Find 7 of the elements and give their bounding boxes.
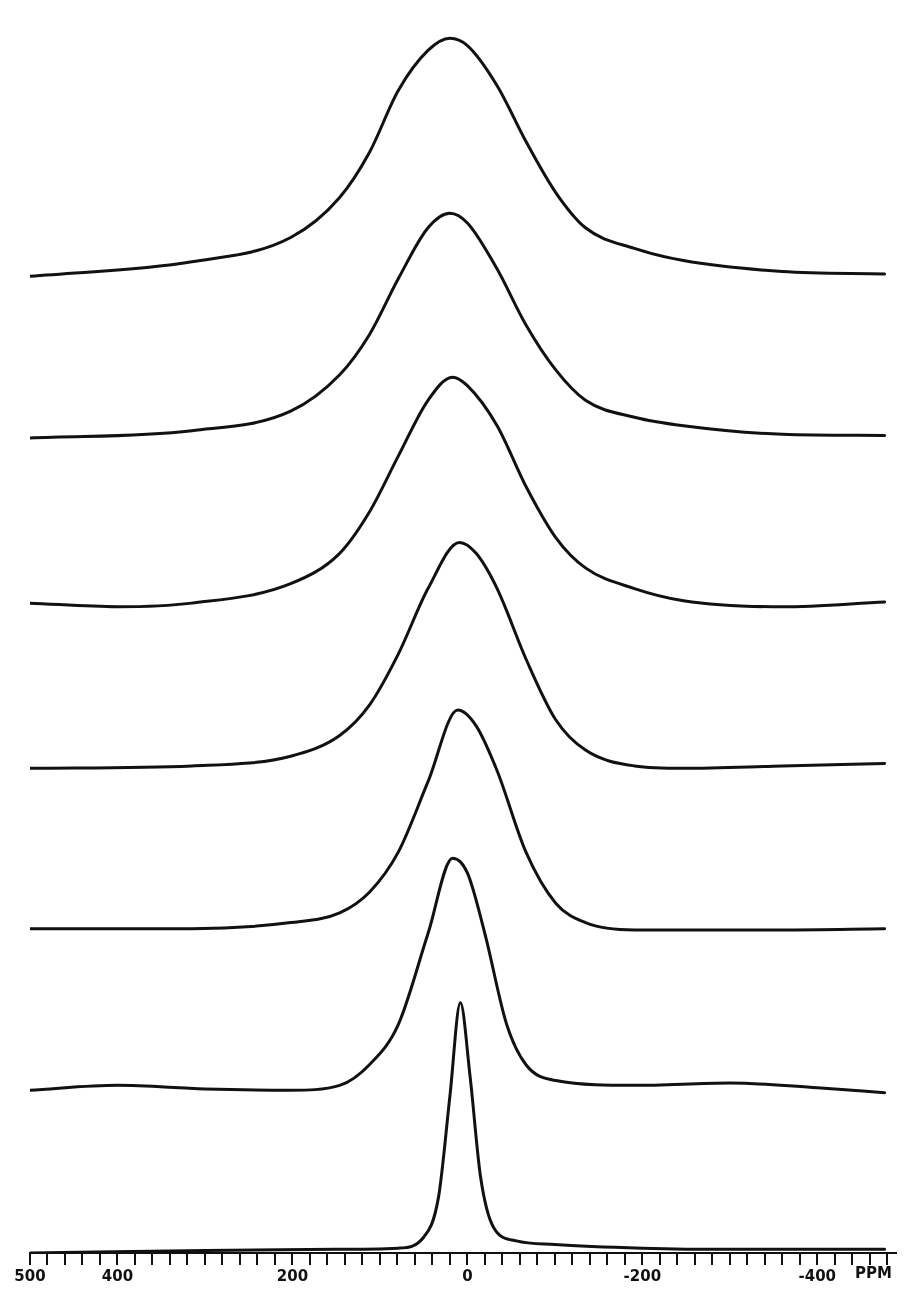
x-tick-label: 200 — [276, 1266, 309, 1285]
x-tick-label: 400 — [101, 1266, 134, 1285]
x-tick-label: 0 — [462, 1266, 473, 1285]
x-tick-label: 500 — [14, 1266, 46, 1285]
x-axis-title: PPM — [855, 1264, 892, 1283]
x-tick-label: -200 — [623, 1266, 662, 1285]
x-tick-label: -400 — [798, 1266, 837, 1285]
